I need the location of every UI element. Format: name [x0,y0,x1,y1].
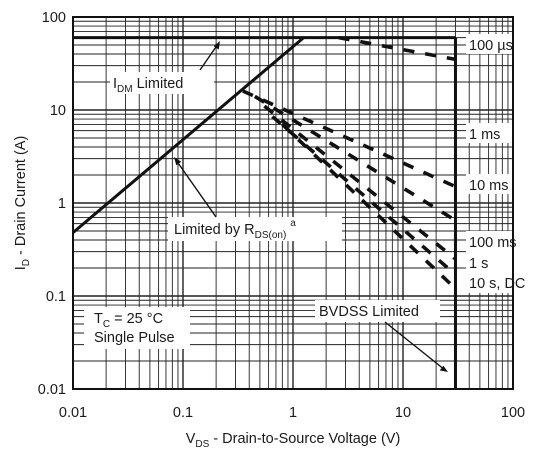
series-line-p1ms [242,89,457,189]
curve-label-10ms: 10 ms [469,178,509,194]
y-tick-label: 0.01 [38,382,66,398]
y-tick-label: 1 [58,196,66,212]
rds-pointer-arrowhead [174,157,182,166]
y-tick-label: 100 [42,10,66,26]
curve-label-10s-dc: 10 s, DC [469,276,525,292]
y-tick-label: 0.1 [46,289,66,305]
series-layer [72,35,457,389]
x-tick-label: 0.1 [173,405,193,421]
series-line-p10ms [253,94,457,222]
label-box-100us [466,34,520,54]
series-line-p1s [271,115,457,276]
bvdss-pointer-arrowhead [439,365,448,372]
series-line-rds_limit [72,36,305,234]
curve-label-1s: 1 s [469,256,488,272]
rds-label-box [168,217,342,241]
x-tick-label: 10 [395,405,411,421]
y-axis-title: ID - Drain Current (A) [13,136,32,271]
label-box-lower [466,231,528,293]
bvdss-label-box [315,300,440,322]
plot-frame [72,16,514,390]
x-tick-label: 100 [501,405,525,421]
series-line-p100ms [263,104,457,261]
idm-pointer-arrowhead [213,41,220,50]
idm-pointer-line [199,43,219,71]
bvdss-limited-label: BVDSS Limited [319,304,419,320]
x-axis-title: VDS - Drain-to-Source Voltage (V) [186,431,401,450]
rds-pointer-line [175,159,217,218]
label-box-1ms [466,123,516,143]
series-line-p10sdc [281,123,457,290]
label-box-10ms [466,174,520,194]
y-tick-labels: 0.01 0.1 1 10 100 [38,10,66,398]
x-tick-label: 1 [289,405,297,421]
curve-label-1ms: 1 ms [469,127,500,143]
curve-label-100ms: 100 ms [469,235,517,251]
x-tick-label: 0.01 [59,405,87,421]
curve-label-100us: 100 µs [469,38,513,54]
single-pulse-label: Single Pulse [94,330,175,346]
rds-limited-label: Limited by RDS(on)a [174,218,296,241]
x-tick-labels: 0.01 0.1 1 10 100 [59,405,525,421]
conditions-label-box [84,307,190,349]
idm-limited-label: IDM Limited [113,76,183,95]
y-tick-label: 10 [50,103,66,119]
idm-label-box [110,72,214,94]
tc-condition-label: TC = 25 °C [94,311,163,330]
bvdss-pointer-line [384,321,446,371]
annotation-pointers [174,41,448,372]
label-boxes [84,34,528,349]
